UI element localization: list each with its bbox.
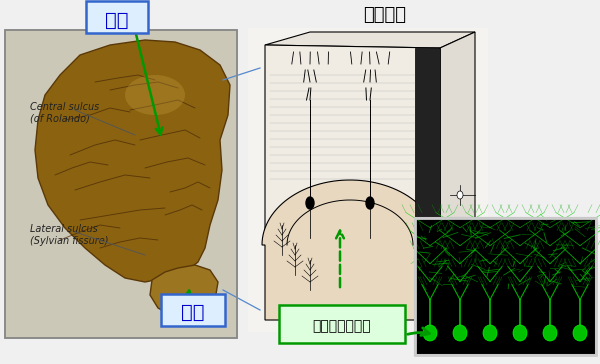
- Ellipse shape: [125, 75, 185, 115]
- Polygon shape: [5, 30, 237, 338]
- Text: プルキンエ細胞: プルキンエ細胞: [313, 319, 371, 333]
- Ellipse shape: [366, 197, 374, 209]
- FancyBboxPatch shape: [279, 305, 405, 343]
- Ellipse shape: [453, 325, 467, 341]
- Polygon shape: [415, 48, 440, 240]
- Polygon shape: [150, 265, 218, 318]
- Polygon shape: [262, 180, 440, 320]
- Text: 大脳: 大脳: [105, 11, 129, 29]
- Ellipse shape: [513, 325, 527, 341]
- Polygon shape: [265, 45, 440, 245]
- Polygon shape: [35, 40, 230, 282]
- Ellipse shape: [306, 197, 314, 209]
- Ellipse shape: [543, 325, 557, 341]
- Text: 小脳皮質: 小脳皮質: [364, 6, 407, 24]
- Text: Lateral sulcus
(Sylvian fissure): Lateral sulcus (Sylvian fissure): [30, 224, 109, 246]
- Text: 小脳: 小脳: [181, 302, 205, 321]
- Polygon shape: [415, 218, 596, 355]
- Ellipse shape: [483, 325, 497, 341]
- Ellipse shape: [423, 325, 437, 341]
- Ellipse shape: [457, 261, 463, 269]
- Text: Central sulcus
(of Rolando): Central sulcus (of Rolando): [30, 102, 99, 124]
- Polygon shape: [248, 28, 488, 332]
- Polygon shape: [440, 32, 475, 240]
- Ellipse shape: [457, 191, 463, 199]
- FancyBboxPatch shape: [161, 294, 225, 326]
- Ellipse shape: [457, 226, 463, 234]
- Polygon shape: [265, 32, 475, 48]
- Ellipse shape: [573, 325, 587, 341]
- FancyBboxPatch shape: [86, 1, 148, 33]
